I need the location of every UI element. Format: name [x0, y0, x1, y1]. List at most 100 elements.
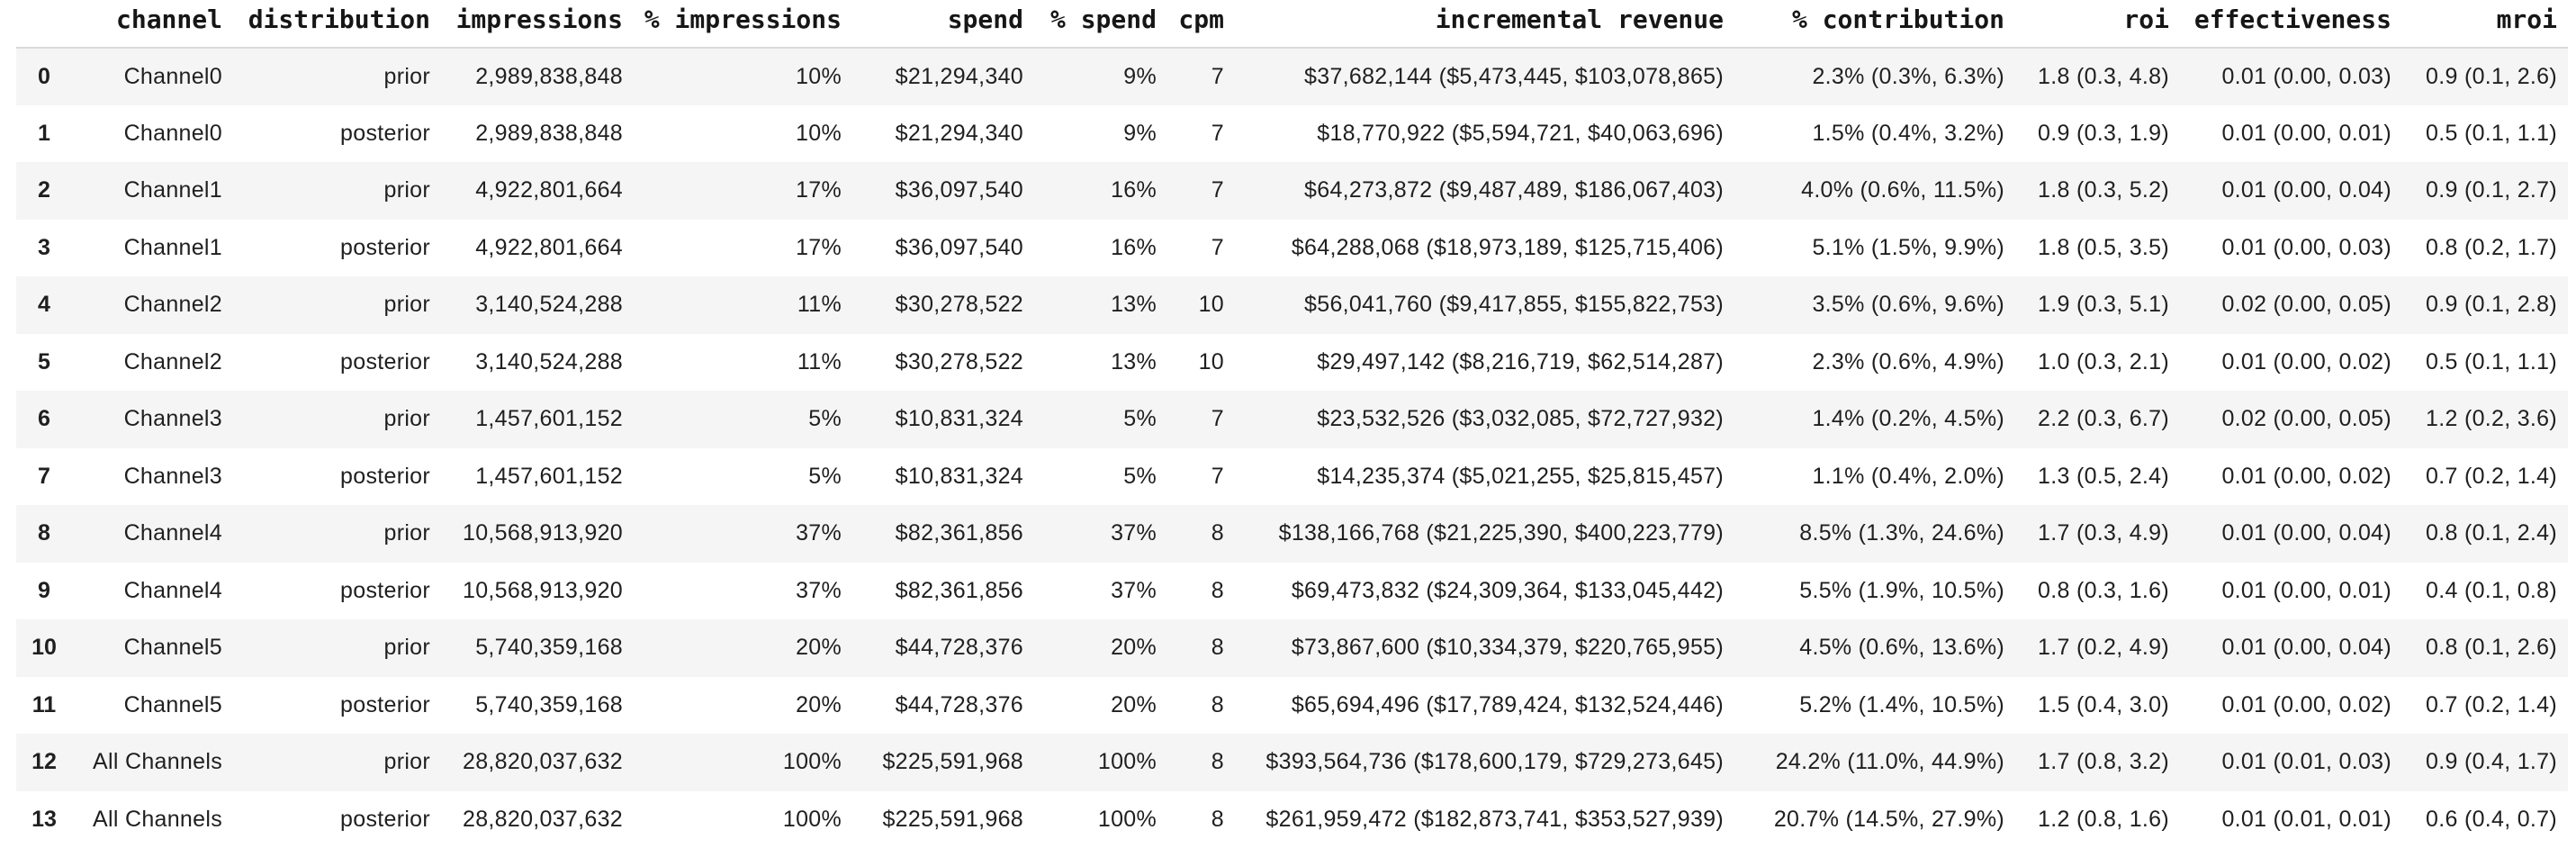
cell-impressions: 2,989,838,848 [475, 63, 623, 89]
cell-pct-impressions: 37% [796, 520, 842, 546]
cell-impressions: 28,820,037,632 [463, 749, 623, 775]
cell-incremental-revenue: $64,288,068 ($18,973,189, $125,715,406) [1291, 234, 1724, 260]
cell-pct-spend: 13% [1111, 348, 1157, 374]
cell-incremental-revenue: $393,564,736 ($178,600,179, $729,273,645… [1265, 749, 1724, 775]
column-header-distribution: distribution [233, 0, 441, 49]
cell-roi: 1.7 (0.3, 4.9) [2038, 520, 2169, 546]
cell-spend: $21,294,340 [895, 120, 1023, 146]
column-header-pct-spend: % spend [1034, 0, 1167, 49]
cell-incremental-revenue: $64,273,872 ($9,487,489, $186,067,403) [1304, 177, 1724, 203]
cell-pct-impressions: 100% [782, 806, 842, 832]
cell-channel: Channel4 [123, 577, 222, 603]
cell-impressions: 10,568,913,920 [463, 520, 623, 546]
cell-mroi: 0.9 (0.1, 2.7) [2426, 177, 2557, 203]
cell-pct-contribution: 20.7% (14.5%, 27.9%) [1773, 806, 2004, 832]
cell-incremental-revenue: $29,497,142 ($8,216,719, $62,514,287) [1317, 348, 1724, 374]
cell-cpm: 8 [1211, 749, 1224, 775]
table-row: 11 Channel5 posterior 5,740,359,168 20% $44,7… [16, 676, 2568, 734]
cell-incremental-revenue: $37,682,144 ($5,473,445, $103,078,865) [1304, 63, 1724, 89]
cell-pct-spend: 9% [1123, 63, 1157, 89]
cell-pct-contribution: 1.1% (0.4%, 2.0%) [1812, 463, 2004, 489]
cell-cpm: 8 [1211, 577, 1224, 603]
cell-pct-impressions: 10% [796, 63, 842, 89]
cell-distribution: prior [383, 63, 430, 89]
cell-mroi: 0.8 (0.2, 1.7) [2426, 234, 2557, 260]
table-body: 0 Channel0 prior 2,989,838,848 10% $21,294,34… [16, 48, 2568, 848]
cell-mroi: 0.6 (0.4, 0.7) [2426, 806, 2557, 832]
row-index: 12 [32, 749, 57, 775]
cell-mroi: 0.5 (0.1, 1.1) [2426, 348, 2557, 374]
cell-cpm: 7 [1211, 406, 1224, 432]
cell-cpm: 8 [1211, 520, 1224, 546]
table-row: 10 Channel5 prior 5,740,359,168 20% $44,728,3… [16, 619, 2568, 677]
table-row: 5 Channel2 posterior 3,140,524,288 11% $30,27… [16, 333, 2568, 391]
cell-incremental-revenue: $23,532,526 ($3,032,085, $72,727,932) [1317, 406, 1724, 432]
cell-impressions: 5,740,359,168 [475, 691, 623, 717]
cell-cpm: 7 [1211, 63, 1224, 89]
cell-pct-spend: 20% [1111, 691, 1157, 717]
cell-distribution: posterior [340, 463, 430, 489]
cell-impressions: 1,457,601,152 [475, 463, 623, 489]
cell-pct-contribution: 1.4% (0.2%, 4.5%) [1812, 406, 2004, 432]
table-row: 1 Channel0 posterior 2,989,838,848 10% $21,29… [16, 104, 2568, 162]
cell-channel: Channel2 [123, 348, 222, 374]
cell-pct-spend: 100% [1097, 806, 1157, 832]
cell-cpm: 7 [1211, 463, 1224, 489]
cell-pct-impressions: 17% [796, 177, 842, 203]
cell-incremental-revenue: $261,959,472 ($182,873,741, $353,527,939… [1265, 806, 1724, 832]
cell-effectiveness: 0.01 (0.01, 0.03) [2221, 749, 2391, 775]
table-row: 8 Channel4 prior 10,568,913,920 37% $82,361,8… [16, 505, 2568, 563]
cell-spend: $44,728,376 [895, 691, 1023, 717]
cell-roi: 1.8 (0.3, 5.2) [2038, 177, 2169, 203]
cell-pct-impressions: 5% [808, 406, 842, 432]
cell-distribution: prior [383, 635, 430, 661]
cell-channel: Channel4 [123, 520, 222, 546]
cell-mroi: 0.8 (0.1, 2.6) [2426, 635, 2557, 661]
cell-spend: $30,278,522 [895, 292, 1023, 318]
cell-cpm: 8 [1211, 691, 1224, 717]
cell-impressions: 4,922,801,664 [475, 234, 623, 260]
cell-mroi: 1.2 (0.2, 3.6) [2426, 406, 2557, 432]
cell-mroi: 0.9 (0.4, 1.7) [2426, 749, 2557, 775]
cell-pct-spend: 5% [1123, 406, 1157, 432]
cell-distribution: posterior [340, 348, 430, 374]
cell-distribution: prior [383, 406, 430, 432]
row-index: 11 [32, 691, 57, 717]
cell-pct-contribution: 5.1% (1.5%, 9.9%) [1812, 234, 2004, 260]
cell-distribution: prior [383, 749, 430, 775]
cell-pct-contribution: 5.2% (1.4%, 10.5%) [1799, 691, 2004, 717]
cell-distribution: posterior [340, 691, 430, 717]
cell-spend: $44,728,376 [895, 635, 1023, 661]
column-header-roi: roi [2015, 0, 2180, 49]
cell-channel: Channel1 [123, 234, 222, 260]
cell-distribution: posterior [340, 806, 430, 832]
cell-roi: 1.3 (0.5, 2.4) [2038, 463, 2169, 489]
table-row: 3 Channel1 posterior 4,922,801,664 17% $36,09… [16, 219, 2568, 276]
cell-mroi: 0.8 (0.1, 2.4) [2426, 520, 2557, 546]
cell-effectiveness: 0.01 (0.00, 0.04) [2221, 520, 2391, 546]
cell-cpm: 7 [1211, 234, 1224, 260]
cell-impressions: 10,568,913,920 [463, 577, 623, 603]
index-column-header [16, 0, 72, 49]
cell-pct-contribution: 8.5% (1.3%, 24.6%) [1799, 520, 2004, 546]
table-row: 2 Channel1 prior 4,922,801,664 17% $36,097,54… [16, 162, 2568, 220]
cell-cpm: 10 [1198, 292, 1224, 318]
cell-mroi: 0.4 (0.1, 0.8) [2426, 577, 2557, 603]
column-header-effectiveness: effectiveness [2180, 0, 2402, 49]
cell-spend: $36,097,540 [895, 234, 1023, 260]
table-row: 6 Channel3 prior 1,457,601,152 5% $10,831,324… [16, 391, 2568, 448]
cell-effectiveness: 0.01 (0.00, 0.01) [2221, 120, 2391, 146]
cell-channel: Channel5 [123, 635, 222, 661]
cell-pct-spend: 20% [1111, 635, 1157, 661]
cell-effectiveness: 0.01 (0.00, 0.04) [2221, 177, 2391, 203]
cell-pct-contribution: 1.5% (0.4%, 3.2%) [1812, 120, 2004, 146]
cell-effectiveness: 0.01 (0.00, 0.03) [2221, 234, 2391, 260]
cell-impressions: 28,820,037,632 [463, 806, 623, 832]
cell-effectiveness: 0.01 (0.00, 0.03) [2221, 63, 2391, 89]
cell-channel: Channel3 [123, 406, 222, 432]
cell-distribution: posterior [340, 234, 430, 260]
cell-distribution: prior [383, 292, 430, 318]
cell-pct-spend: 13% [1111, 292, 1157, 318]
column-header-pct-contribution: % contribution [1734, 0, 2015, 49]
cell-incremental-revenue: $138,166,768 ($21,225,390, $400,223,779) [1278, 520, 1724, 546]
